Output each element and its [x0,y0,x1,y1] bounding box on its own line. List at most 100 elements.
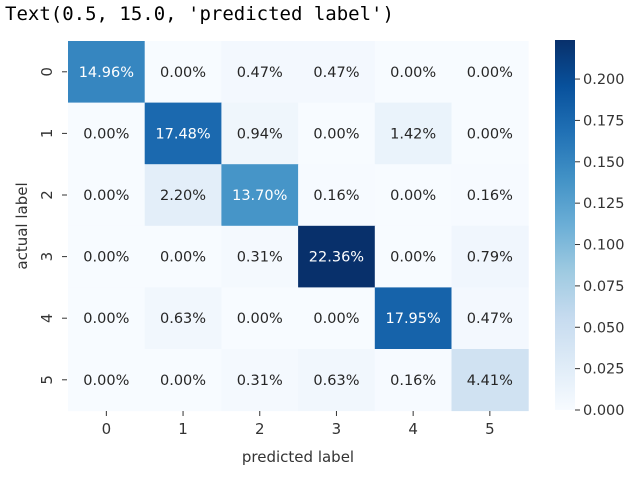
x-axis-ticks: 0 1 2 3 4 5 [102,411,495,438]
cell-annotation: 0.16% [313,188,359,204]
cell-annotation: 0.47% [313,65,359,81]
cell-annotation: 0.00% [390,250,436,266]
cell-annotation: 0.00% [160,250,206,266]
cell-annotation: 0.79% [467,250,513,266]
colorbar-tick-label: 0.050 [583,320,625,336]
heatmap-cell [68,287,146,350]
colorbar [555,40,575,410]
x-tick-label: 4 [408,420,418,438]
heatmap-cell [451,287,529,350]
y-tick-label: 4 [38,313,56,323]
heatmap-cell [451,41,529,104]
heatmap-cell [374,41,452,104]
heatmap-cell [374,349,452,412]
y-tick-label: 3 [38,252,56,262]
cell-annotation: 4.41% [467,373,513,389]
x-tick-label: 0 [102,420,112,438]
cell-annotation: 0.16% [467,188,513,204]
heatmap-cell [221,287,299,350]
heatmap-cells [68,41,529,412]
cell-annotation: 0.31% [237,373,283,389]
colorbar-ticks: 0.000 0.025 0.050 0.075 0.100 0.125 0.150 0.175… [575,72,625,419]
heatmap-cell [221,349,299,412]
x-tick-label: 1 [178,420,188,438]
heatmap-cell [451,225,529,288]
cell-annotation: 0.00% [83,126,129,142]
heatmap-cell [68,164,146,227]
x-tick-label: 5 [485,420,495,438]
cell-annotation: 0.47% [237,65,283,81]
cell-output-text: Text(0.5, 15.0, 'predicted label') [5,3,394,25]
cell-annotation: 22.36% [309,250,364,266]
heatmap-cell [298,164,376,227]
heatmap-cell [68,349,146,412]
cell-annotation: 0.00% [467,126,513,142]
y-axis-ticks: 0 1 2 3 4 5 [38,67,67,385]
heatmap-cell [374,225,452,288]
cell-annotation: 0.00% [160,65,206,81]
heatmap-cell [144,164,222,227]
heatmap-cell [144,225,222,288]
heatmap-cell [144,41,222,104]
heatmap-cell [298,349,376,412]
heatmap-cell [221,102,299,165]
heatmap-cell [374,102,452,165]
y-tick-label: 0 [38,67,56,77]
cell-annotation: 0.00% [83,373,129,389]
heatmap-cell [68,225,146,288]
heatmap-cell [221,41,299,104]
heatmap-cell [298,287,376,350]
heatmap-cell [144,287,222,350]
colorbar-tick-label: 0.125 [583,196,625,212]
colorbar-tick-label: 0.200 [583,72,625,88]
cell-annotation: 0.63% [313,373,359,389]
cell-annotation: 0.00% [313,126,359,142]
x-tick-label: 3 [332,420,342,438]
heatmap-cell [68,41,146,104]
cell-annotation: 0.00% [160,373,206,389]
cell-annotation: 0.16% [390,373,436,389]
heatmap-cell [451,349,529,412]
heatmap-cell [221,164,299,227]
colorbar-tick-label: 0.025 [583,362,625,378]
heatmap-cell [298,102,376,165]
colorbar-tick-label: 0.000 [583,403,625,419]
colorbar-tick-label: 0.150 [583,155,625,171]
cell-annotation: 0.00% [83,250,129,266]
colorbar-tick-label: 0.075 [583,279,625,295]
heatmap-cell [221,225,299,288]
y-tick-label: 1 [38,129,56,139]
heatmap-cell [298,225,376,288]
cell-annotation: 0.00% [390,65,436,81]
heatmap-cell [144,102,222,165]
y-tick-label: 5 [38,375,56,385]
colorbar-tick-label: 0.100 [583,238,625,254]
heatmap-cell [68,102,146,165]
cell-annotation: 0.94% [237,126,283,142]
cell-annotation: 0.00% [467,65,513,81]
y-tick-label: 2 [38,190,56,200]
cell-annotation: 17.48% [155,126,210,142]
heatmap-annotations: 14.96% 0.00% 0.47% 0.47% 0.00% 0.00% 0.00% 17.4… [79,65,513,389]
heatmap-cell [451,164,529,227]
cell-annotation: 0.00% [83,311,129,327]
cell-annotation: 0.00% [237,311,283,327]
cell-annotation: 17.95% [386,311,441,327]
cell-annotation: 14.96% [79,65,134,81]
cell-annotation: 0.00% [390,188,436,204]
cell-annotation: 1.42% [390,126,436,142]
cell-annotation: 2.20% [160,188,206,204]
cell-annotation: 0.00% [313,311,359,327]
heatmap-cell [451,102,529,165]
heatmap-cell [144,349,222,412]
x-axis-label: predicted label [242,448,354,466]
y-axis-label: actual label [13,182,31,269]
heatmap-cell [374,287,452,350]
cell-annotation: 0.63% [160,311,206,327]
x-tick-label: 2 [255,420,265,438]
cell-annotation: 0.31% [237,250,283,266]
colorbar-tick-label: 0.175 [583,113,625,129]
cell-annotation: 0.00% [83,188,129,204]
cell-annotation: 0.47% [467,311,513,327]
